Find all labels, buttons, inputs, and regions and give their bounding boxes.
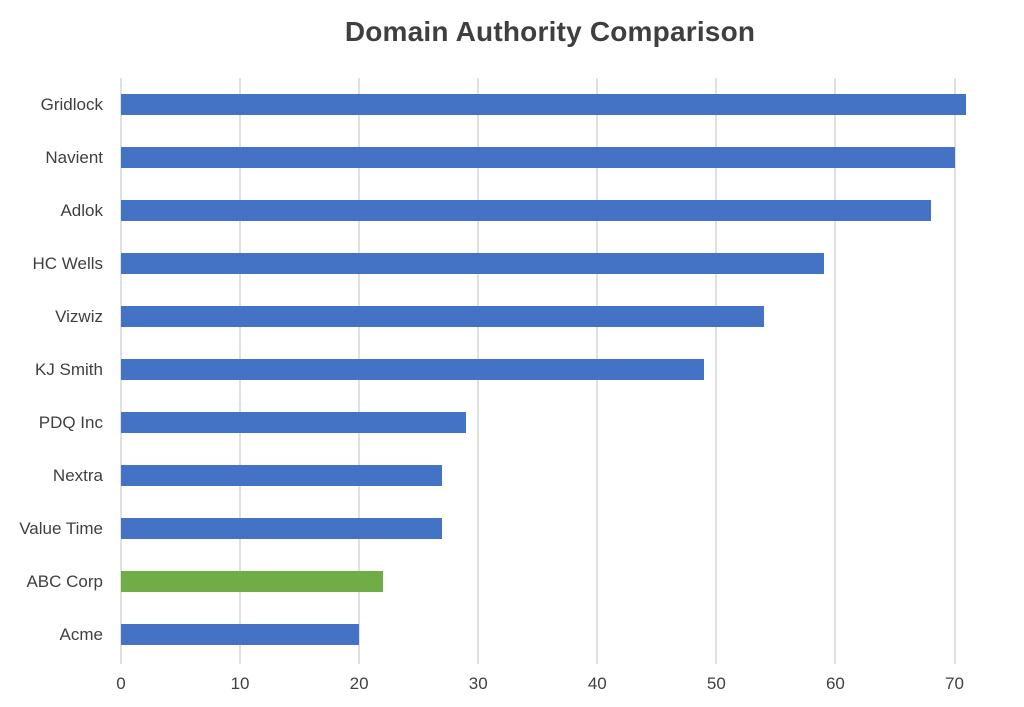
category-label-adlok: Adlok [60, 200, 103, 220]
category-label-abc-corp: ABC Corp [26, 571, 103, 591]
bar-adlok [121, 200, 931, 221]
bar-navient [121, 147, 955, 168]
bar-vizwiz [121, 306, 764, 327]
x-tick-label-0: 0 [116, 674, 126, 693]
category-label-pdq-inc: PDQ Inc [38, 412, 103, 432]
bar-abc-corp [121, 571, 383, 592]
category-label-value-time: Value Time [19, 518, 103, 538]
x-tick-label-20: 20 [349, 674, 369, 693]
bar-value-time [121, 518, 443, 539]
category-label-hc-wells: HC Wells [32, 253, 103, 273]
x-tick-label-30: 30 [468, 674, 488, 693]
x-tick-label-50: 50 [706, 674, 726, 693]
bar-nextra [121, 465, 443, 486]
x-tick-label-40: 40 [587, 674, 607, 693]
category-axis-labels: Gridlock Navient Adlok HC Wells Vizwiz KJ Smi… [0, 78, 103, 661]
category-label-acme: Acme [59, 624, 103, 644]
gridline-70 [953, 78, 956, 664]
plot-area [120, 78, 1020, 664]
category-label-gridlock: Gridlock [40, 94, 103, 114]
bar-hc-wells [121, 253, 824, 274]
gridline-50 [715, 78, 718, 664]
category-label-navient: Navient [45, 147, 103, 167]
category-label-kj-smith: KJ Smith [34, 359, 103, 379]
x-tick-label-10: 10 [230, 674, 250, 693]
x-tick-label-60: 60 [825, 674, 845, 693]
value-axis-labels: 0 10 20 30 40 50 60 70 [0, 674, 1024, 696]
chart-title: Domain Authority Comparison [344, 16, 756, 47]
category-label-vizwiz: Vizwiz [55, 306, 103, 326]
category-label-nextra: Nextra [52, 465, 103, 485]
x-tick-label-70: 70 [945, 674, 964, 693]
bar-pdq-inc [121, 412, 467, 433]
bar-kj-smith [121, 359, 705, 380]
bar-gridlock [121, 94, 967, 115]
bar-acme [121, 624, 360, 645]
gridline-60 [834, 78, 837, 664]
